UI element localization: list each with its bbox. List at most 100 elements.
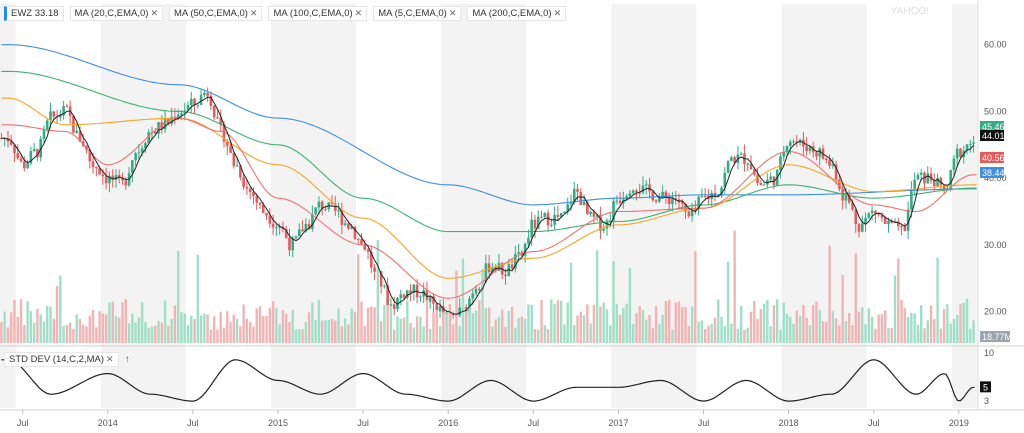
volume-bar: [658, 324, 661, 343]
candle-body: [242, 177, 245, 188]
volume-bar: [203, 313, 206, 343]
price-tag-label: 45.46: [982, 122, 1005, 132]
volume-bar: [0, 322, 3, 343]
candle-body: [586, 201, 589, 215]
candle-body: [26, 163, 29, 169]
candle-body: [494, 267, 497, 271]
volume-bar: [255, 308, 258, 343]
close-icon[interactable]: ✕: [354, 8, 363, 18]
candle-body: [514, 253, 517, 269]
candle-body: [661, 191, 664, 198]
volume-bar: [245, 318, 249, 343]
candle-body: [366, 249, 370, 252]
candle-body: [402, 294, 406, 298]
candle-body: [504, 274, 507, 277]
volume-bar: [347, 324, 350, 343]
volume-bar: [766, 300, 769, 343]
candle-body: [337, 210, 340, 212]
volume-bar: [131, 313, 134, 343]
volume-bar: [792, 323, 795, 343]
volume-bar: [373, 307, 376, 343]
volume-bar: [301, 329, 304, 343]
candle-body: [23, 161, 26, 169]
candle-body: [919, 172, 923, 175]
volume-bar: [697, 321, 700, 343]
candle-body: [795, 141, 799, 143]
volume-bar: [828, 245, 831, 343]
volume-bar: [933, 319, 936, 343]
volume-bar: [193, 319, 196, 343]
volume-bar: [743, 329, 746, 343]
candle-body: [592, 211, 596, 217]
candle-body: [311, 214, 314, 229]
volume-bar: [589, 323, 592, 343]
volume-bar: [857, 311, 861, 343]
candle-body: [363, 244, 367, 250]
candle-body: [955, 148, 959, 159]
ma100-chip[interactable]: MA (100,C,EMA,0) ✕: [268, 6, 368, 21]
volume-bar: [543, 325, 546, 343]
volume-bar: [566, 302, 569, 343]
half-year-band: [781, 4, 867, 408]
candle-body: [353, 226, 357, 239]
ma50-chip[interactable]: MA (50,C,EMA,0) ✕: [169, 6, 263, 21]
candle-body: [180, 113, 183, 115]
candle-body: [360, 239, 363, 245]
candle-body: [389, 304, 393, 306]
close-icon[interactable]: ✕: [150, 8, 158, 18]
x-tick-label: Jul: [357, 418, 369, 428]
ma20-chip[interactable]: MA (20,C,EMA,0) ✕: [69, 6, 163, 21]
candle-body: [972, 142, 975, 144]
volume-bar: [429, 328, 432, 343]
candle-body: [442, 306, 445, 315]
candle-body: [59, 115, 62, 118]
volume-bar: [890, 327, 893, 343]
candle-body: [651, 191, 655, 201]
volume-bar: [468, 306, 471, 343]
close-icon[interactable]: ✕: [106, 354, 114, 364]
volume-bar: [478, 300, 481, 343]
arrow-up-icon[interactable]: ↑: [124, 354, 130, 365]
volume-bar: [291, 310, 294, 343]
candle-body: [726, 160, 730, 173]
volume-bar: [317, 299, 321, 343]
volume-bar: [278, 324, 281, 343]
volume-bar: [504, 326, 507, 343]
volume-bar: [789, 316, 792, 343]
candle-body: [860, 223, 864, 232]
candle-body: [550, 224, 553, 226]
ma5-chip[interactable]: MA (5,C,EMA,0) ✕: [373, 6, 462, 21]
volume-bar: [72, 329, 75, 343]
volume-bar: [762, 303, 766, 343]
volume-bar: [239, 326, 242, 343]
close-icon[interactable]: ✕: [249, 8, 258, 18]
volume-bar: [327, 320, 330, 343]
std-dev-label: STD DEV (14,C,2,MA): [9, 354, 105, 365]
volume-bar: [707, 325, 710, 343]
close-icon[interactable]: ✕: [553, 8, 562, 18]
volume-bar: [556, 300, 560, 343]
std-y-tick-label: 10: [984, 348, 994, 358]
volume-bar: [140, 302, 144, 343]
volume-bar: [320, 320, 324, 343]
volume-bar: [451, 324, 455, 343]
candle-body: [258, 202, 262, 205]
volume-bar: [700, 320, 704, 343]
volume-bar: [235, 318, 239, 343]
candle-body: [458, 307, 461, 316]
volume-bar: [870, 316, 874, 343]
std-dev-chip[interactable]: STD DEV (14,C,2,MA) ✕: [4, 352, 119, 367]
ma200-chip[interactable]: MA (200,C,EMA,0) ✕: [467, 6, 567, 21]
volume-bar: [681, 306, 684, 343]
volume-bar: [687, 326, 691, 343]
close-icon[interactable]: ✕: [448, 8, 457, 18]
candle-body: [664, 191, 668, 198]
candle-body: [936, 177, 939, 187]
candle-body: [225, 141, 229, 147]
ticker-chip[interactable]: EWZ 33.18: [4, 6, 64, 21]
volume-bar: [75, 314, 78, 343]
volume-bar: [730, 323, 733, 343]
candle-body: [556, 214, 560, 217]
